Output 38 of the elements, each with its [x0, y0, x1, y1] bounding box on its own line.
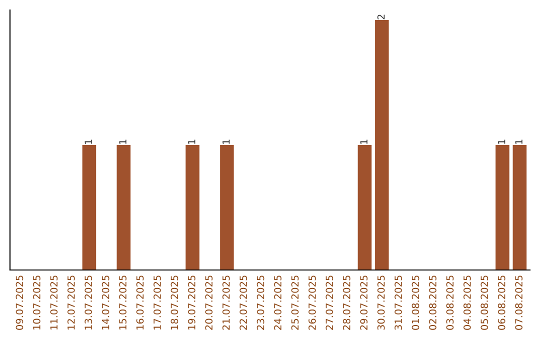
x-tick-label: 22.07.2025 [240, 276, 247, 330]
data-label: 1 [222, 140, 230, 144]
x-tick-label: 11.07.2025 [50, 276, 58, 330]
x-tick-label: 02.08.2025 [429, 276, 436, 330]
x-tick-label: 14.07.2025 [102, 276, 110, 330]
x-tick-label: 10.07.2025 [33, 276, 40, 330]
x-tick-label: 28.07.2025 [342, 276, 350, 330]
x-tick-label: 15.07.2025 [119, 276, 126, 330]
x-tick-label: 29.07.2025 [360, 276, 368, 330]
data-label: 2 [377, 14, 385, 20]
x-tick-label: 03.08.2025 [446, 276, 454, 330]
x-tick-label: 19.07.2025 [188, 276, 196, 330]
x-tick-label: 27.07.2025 [326, 276, 334, 330]
x-tick-label: 05.08.2025 [480, 276, 488, 330]
x-tick-label: 31.07.2025 [394, 276, 402, 330]
x-tick-label: 21.07.2025 [222, 276, 230, 330]
x-tick-label: 26.07.2025 [308, 276, 316, 330]
data-label: 1 [515, 140, 522, 144]
x-tick-label: 12.07.2025 [67, 276, 75, 330]
x-tick-label: 06.08.2025 [498, 276, 506, 330]
x-tick-label: 04.08.2025 [463, 276, 471, 330]
x-tick-label: 23.07.2025 [256, 276, 264, 330]
x-tick-label: 17.07.2025 [154, 276, 161, 330]
x-tick-label: 30.07.2025 [377, 276, 385, 330]
x-tick-label: 16.07.2025 [136, 276, 144, 330]
data-label: 1 [188, 140, 196, 144]
data-label: 1 [360, 140, 368, 144]
x-tick-label: 13.07.2025 [84, 276, 92, 330]
x-tick-label: 25.07.2025 [291, 276, 299, 330]
x-tick-label: 20.07.2025 [205, 276, 213, 330]
data-label: 1 [119, 140, 126, 144]
x-tick-label: 09.07.2025 [16, 276, 24, 330]
x-tick-label: 24.07.2025 [274, 276, 282, 330]
x-tick-label: 01.08.2025 [412, 276, 420, 330]
data-label: 1 [84, 140, 92, 144]
x-tick-label: 18.07.2025 [170, 276, 178, 330]
x-tick-label: 07.08.2025 [515, 276, 522, 330]
data-label: 1 [498, 140, 506, 144]
